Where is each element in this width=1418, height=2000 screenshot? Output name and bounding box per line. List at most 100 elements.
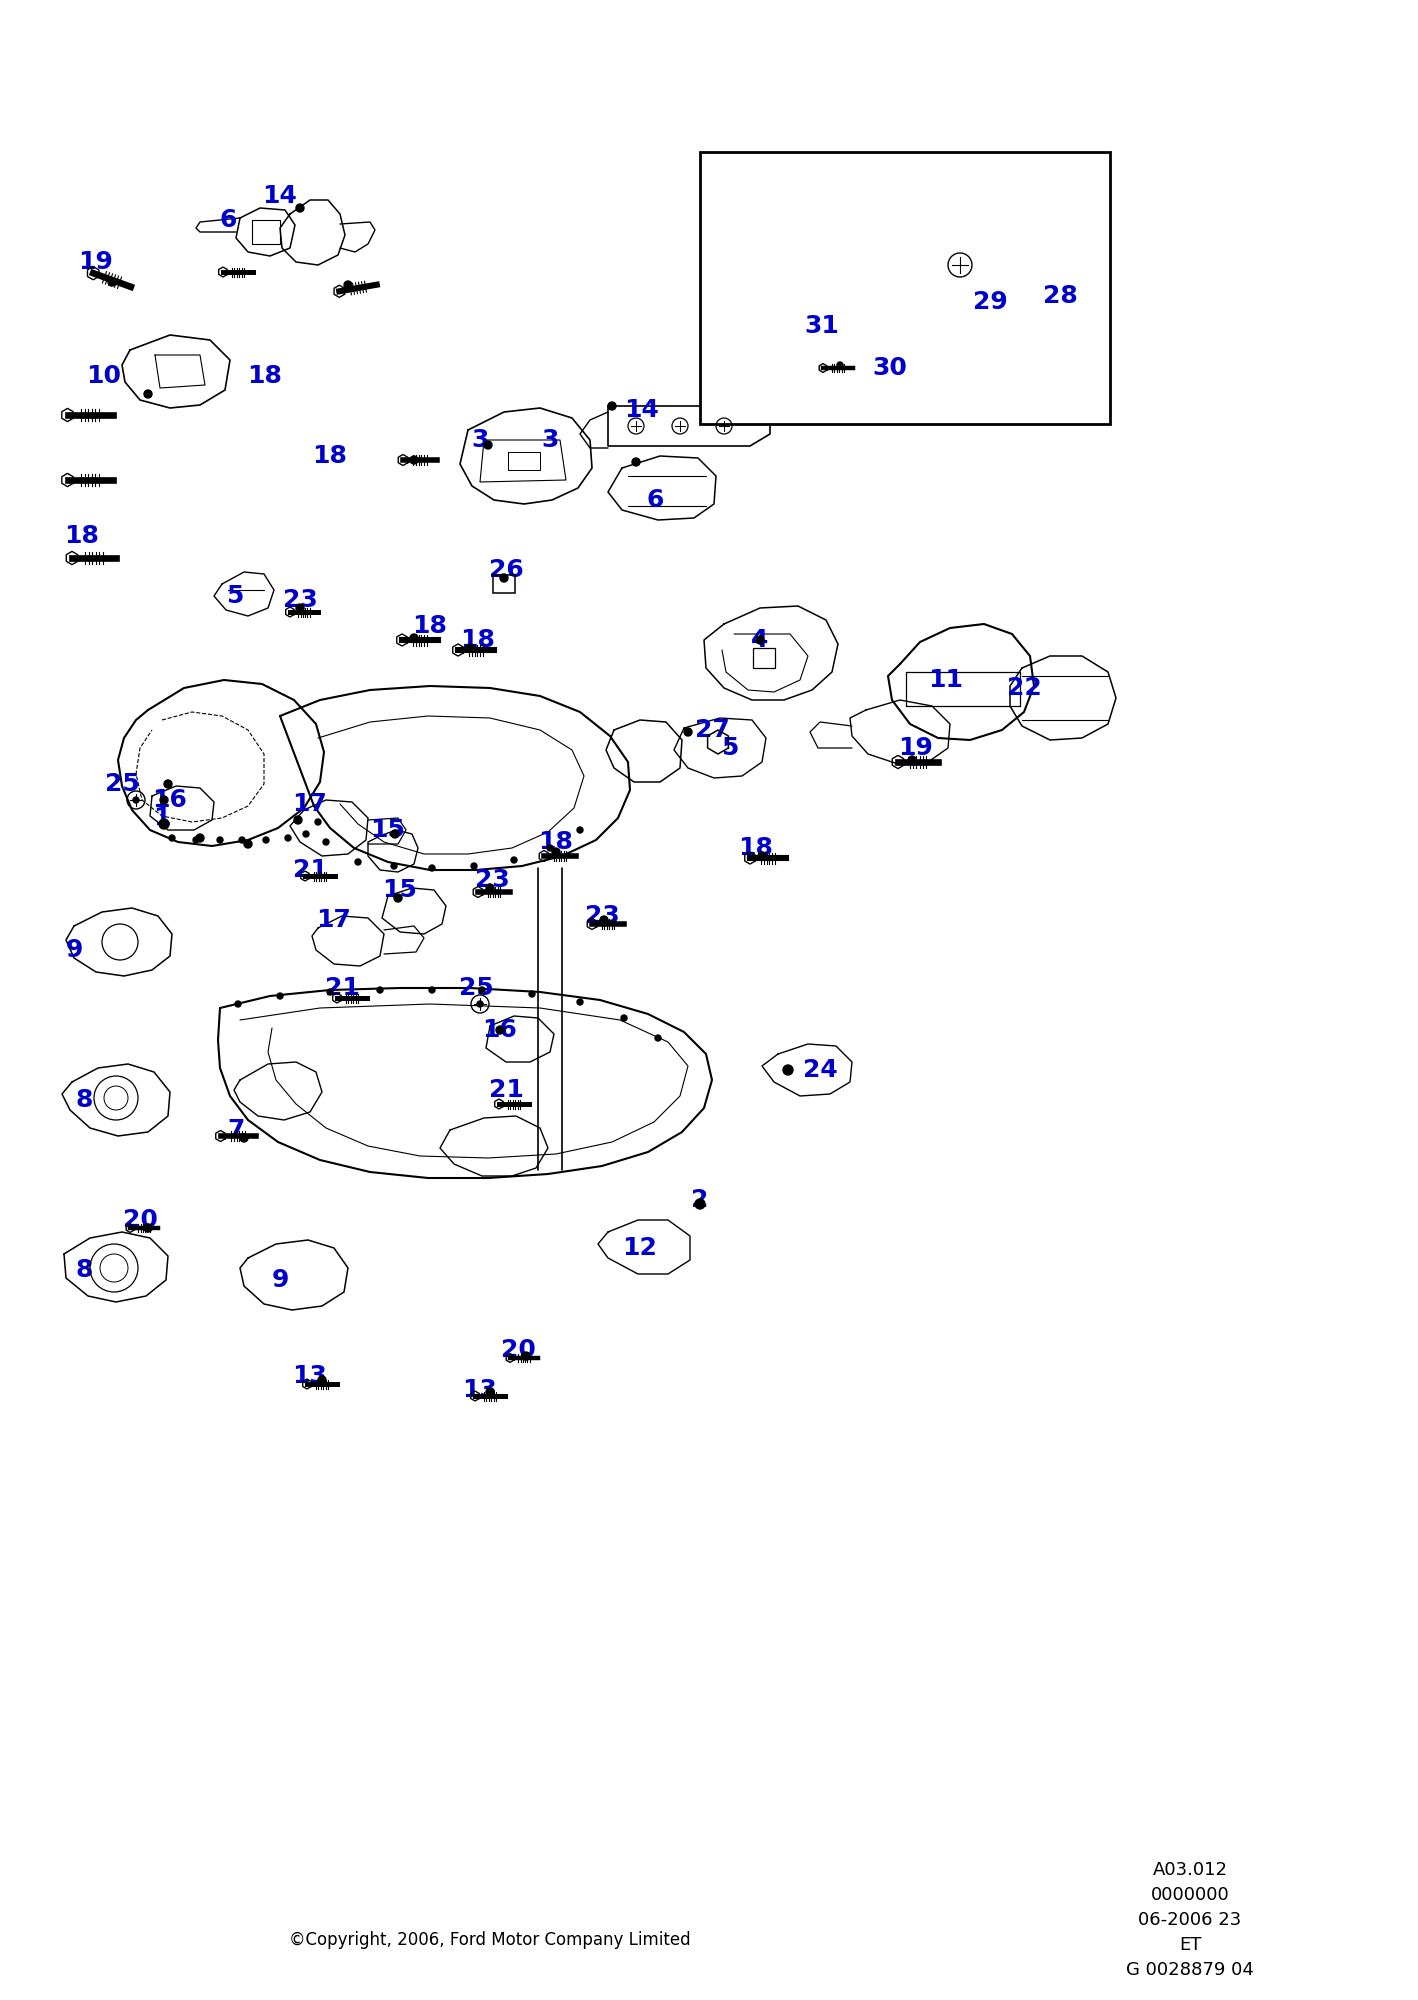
Circle shape [394, 894, 401, 902]
Text: 16: 16 [482, 1018, 518, 1042]
Text: 15: 15 [383, 878, 417, 902]
Circle shape [159, 820, 169, 828]
Circle shape [547, 844, 553, 852]
Circle shape [296, 204, 303, 212]
Text: A03.012: A03.012 [1153, 1860, 1228, 1880]
Circle shape [577, 828, 583, 832]
Circle shape [410, 456, 418, 464]
Text: 0000000: 0000000 [1150, 1886, 1229, 1904]
Circle shape [908, 756, 916, 764]
Circle shape [244, 840, 252, 848]
Circle shape [683, 728, 692, 736]
Text: 25: 25 [105, 772, 139, 796]
Text: 14: 14 [262, 184, 298, 208]
Text: 31: 31 [804, 314, 839, 338]
Circle shape [695, 1198, 705, 1208]
Circle shape [354, 860, 362, 864]
Text: 15: 15 [370, 818, 406, 842]
Circle shape [608, 402, 615, 410]
Bar [753, 648, 776, 668]
Text: 23: 23 [584, 904, 620, 928]
Circle shape [471, 864, 476, 868]
Text: 27: 27 [695, 718, 729, 742]
Circle shape [133, 796, 139, 802]
Text: 21: 21 [325, 976, 359, 1000]
Text: 21: 21 [292, 858, 328, 882]
Text: 12: 12 [623, 1236, 658, 1260]
Circle shape [391, 864, 397, 868]
Text: 18: 18 [248, 364, 282, 388]
Text: 24: 24 [803, 1058, 838, 1082]
Text: 21: 21 [489, 1078, 523, 1102]
Text: 2: 2 [692, 1188, 709, 1212]
Text: 5: 5 [227, 584, 244, 608]
Circle shape [486, 1388, 493, 1396]
Circle shape [164, 780, 172, 788]
Circle shape [410, 634, 418, 642]
Circle shape [217, 836, 223, 844]
Circle shape [108, 278, 116, 286]
Text: 18: 18 [312, 444, 347, 468]
Circle shape [391, 830, 398, 838]
Text: 9: 9 [65, 938, 82, 962]
Text: 18: 18 [539, 830, 573, 854]
Circle shape [169, 836, 174, 840]
Text: 8: 8 [75, 1088, 92, 1112]
Text: 7: 7 [227, 1118, 245, 1142]
Circle shape [193, 836, 199, 844]
Circle shape [479, 986, 485, 992]
Circle shape [476, 1000, 484, 1008]
Circle shape [484, 442, 492, 450]
Circle shape [160, 796, 167, 804]
Circle shape [145, 1224, 152, 1232]
Text: 06-2006 23: 06-2006 23 [1139, 1912, 1242, 1928]
Circle shape [196, 834, 204, 842]
Circle shape [277, 992, 284, 998]
Text: ©Copyright, 2006, Ford Motor Company Limited: ©Copyright, 2006, Ford Motor Company Lim… [289, 1932, 691, 1948]
Circle shape [496, 1026, 503, 1034]
Text: 13: 13 [462, 1378, 498, 1402]
Text: 18: 18 [65, 524, 99, 548]
Circle shape [235, 1000, 241, 1008]
Circle shape [577, 998, 583, 1004]
Circle shape [552, 848, 560, 856]
Text: 16: 16 [153, 788, 187, 812]
Circle shape [430, 864, 435, 872]
Text: 5: 5 [722, 736, 739, 760]
Text: 14: 14 [624, 398, 659, 422]
Circle shape [501, 574, 508, 582]
Text: G 0028879 04: G 0028879 04 [1126, 1960, 1254, 1980]
Text: 29: 29 [973, 290, 1007, 314]
Circle shape [145, 390, 152, 398]
Circle shape [296, 604, 303, 612]
Circle shape [759, 852, 766, 860]
Bar [493, 576, 515, 592]
Circle shape [756, 636, 764, 644]
Bar [700, 152, 1110, 424]
Text: 18: 18 [739, 836, 773, 860]
Text: 6: 6 [220, 208, 237, 232]
Circle shape [655, 1036, 661, 1040]
Circle shape [294, 816, 302, 824]
Circle shape [345, 280, 352, 288]
Circle shape [323, 840, 329, 844]
Text: 30: 30 [872, 356, 908, 380]
Text: 3: 3 [542, 428, 559, 452]
Circle shape [522, 1352, 530, 1360]
Circle shape [486, 884, 493, 892]
Text: 6: 6 [647, 488, 664, 512]
Text: 23: 23 [475, 868, 509, 892]
Text: 3: 3 [471, 428, 489, 452]
Circle shape [240, 836, 245, 844]
Text: 1: 1 [153, 806, 170, 830]
Circle shape [262, 836, 269, 844]
Text: 19: 19 [78, 250, 113, 274]
Text: 17: 17 [292, 792, 328, 816]
Circle shape [600, 916, 608, 924]
Circle shape [510, 856, 518, 864]
Text: 28: 28 [1042, 284, 1078, 308]
Circle shape [783, 1064, 793, 1076]
Text: 8: 8 [75, 1258, 92, 1282]
Text: 25: 25 [458, 976, 493, 1000]
Circle shape [632, 458, 640, 466]
